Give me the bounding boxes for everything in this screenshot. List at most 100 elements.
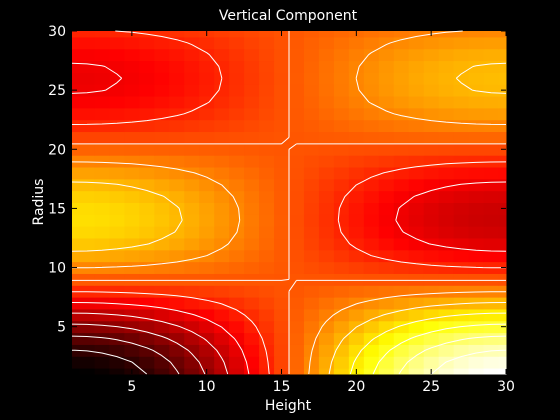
heatmap-cell: [199, 107, 215, 121]
heatmap-cell: [498, 107, 507, 121]
heatmap-cell: [468, 356, 485, 369]
heatmap-cell: [214, 226, 230, 239]
heatmap-cell: [154, 356, 170, 369]
heatmap-cell: [139, 96, 155, 109]
heatmap-cell: [378, 202, 395, 215]
heatmap-cell: [199, 72, 215, 85]
heatmap-cell: [229, 285, 245, 298]
heatmap-cell: [333, 249, 350, 263]
heatmap-cell: [363, 119, 380, 133]
heatmap-cell: [124, 178, 140, 192]
heatmap-cell: [483, 356, 500, 369]
x-tick-label: 10: [198, 379, 216, 395]
heatmap-cell: [303, 143, 320, 156]
heatmap-cell: [229, 167, 245, 180]
heatmap-cell: [289, 31, 305, 38]
heatmap-cell: [139, 214, 155, 227]
heatmap-cell: [244, 249, 260, 263]
heatmap-cell: [483, 167, 500, 180]
heatmap-cell: [438, 297, 455, 310]
heatmap-cell: [378, 249, 395, 263]
heatmap-cell: [453, 344, 470, 357]
heatmap-cell: [423, 344, 440, 357]
heatmap-cell: [274, 226, 290, 239]
heatmap-cell: [423, 249, 440, 263]
heatmap-cell: [274, 131, 290, 144]
heatmap-cell: [363, 60, 380, 73]
heatmap-cell: [393, 119, 410, 133]
heatmap-cell: [79, 237, 95, 251]
heatmap-cell: [348, 107, 365, 121]
heatmap-cell: [393, 60, 410, 73]
heatmap-cell: [483, 107, 500, 121]
heatmap-cell: [244, 36, 260, 50]
heatmap-cell: [498, 36, 507, 50]
y-tick-label: 25: [48, 83, 66, 99]
heatmap-cell: [303, 107, 320, 121]
heatmap-cell: [259, 320, 275, 334]
heatmap-cell: [124, 202, 140, 215]
heatmap-cell: [453, 155, 470, 168]
heatmap-cell: [244, 320, 260, 334]
heatmap-cell: [393, 107, 410, 121]
heatmap-cell: [94, 119, 110, 133]
heatmap-cell: [468, 48, 485, 62]
heatmap-cell: [318, 60, 335, 73]
heatmap-cell: [229, 31, 245, 38]
heatmap-cell: [483, 368, 500, 375]
heatmap-cell: [333, 332, 350, 345]
heatmap-cell: [393, 72, 410, 85]
heatmap-cell: [423, 48, 440, 62]
heatmap-cell: [498, 237, 507, 251]
heatmap-cell: [378, 226, 395, 239]
heatmap-cell: [408, 368, 425, 375]
heatmap-cell: [184, 60, 200, 73]
heatmap-cell: [289, 72, 305, 85]
heatmap-cell: [378, 72, 395, 85]
heatmap-cell: [229, 96, 245, 109]
heatmap-cell: [214, 84, 230, 97]
heatmap-cell: [333, 202, 350, 215]
heatmap-cell: [274, 107, 290, 121]
heatmap-cell: [169, 72, 185, 85]
heatmap-cell: [214, 107, 230, 121]
heatmap-cell: [378, 60, 395, 73]
heatmap-cell: [274, 167, 290, 180]
heatmap-cell: [363, 237, 380, 251]
heatmap-cell: [109, 84, 125, 97]
heatmap-cell: [318, 332, 335, 345]
heatmap-cell: [199, 320, 215, 334]
heatmap-cell: [498, 178, 507, 192]
heatmap-cell: [318, 31, 335, 38]
heatmap-cell: [184, 107, 200, 121]
heatmap-cell: [468, 202, 485, 215]
heatmap-cell: [483, 320, 500, 334]
heatmap-cell: [244, 143, 260, 156]
heatmap-cell: [184, 143, 200, 156]
heatmap-cell: [109, 273, 125, 286]
heatmap-cell: [199, 344, 215, 357]
contour-line: [72, 31, 506, 374]
heatmap-cell: [139, 332, 155, 345]
heatmap-cell: [378, 308, 395, 322]
heatmap-cell: [79, 297, 95, 310]
heatmap-cell: [318, 202, 335, 215]
heatmap-cell: [259, 107, 275, 121]
heatmap-cell: [468, 31, 485, 38]
heatmap-cell: [438, 60, 455, 73]
heatmap-cell: [154, 344, 170, 357]
heatmap-cell: [289, 131, 305, 144]
heatmap-cell: [169, 96, 185, 109]
heatmap-cell: [348, 119, 365, 133]
heatmap-cell: [483, 332, 500, 345]
heatmap-cell: [169, 48, 185, 62]
heatmap-cell: [289, 226, 305, 239]
heatmap-cell: [378, 143, 395, 156]
x-tick-label: 20: [347, 379, 365, 395]
heatmap-cell: [139, 190, 155, 203]
heatmap-cell: [289, 249, 305, 263]
heatmap-cell: [468, 320, 485, 334]
heatmap-cell: [303, 167, 320, 180]
heatmap-cell: [423, 167, 440, 180]
heatmap-cell: [453, 285, 470, 298]
